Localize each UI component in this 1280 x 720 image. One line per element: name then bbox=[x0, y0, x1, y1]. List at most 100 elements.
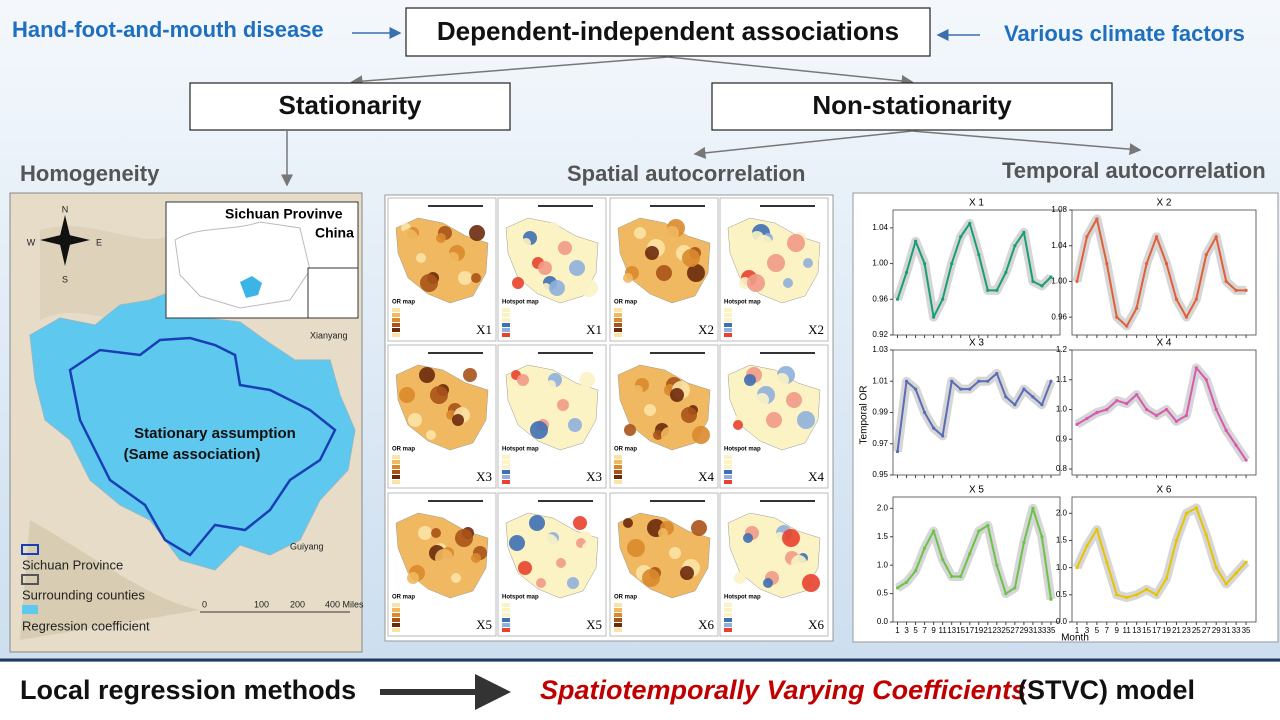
region-patch bbox=[682, 249, 700, 267]
legend-swatch bbox=[614, 603, 622, 607]
legend-swatch bbox=[21, 574, 39, 585]
spatial-maps: OR map X1 Hotspot map X1 OR map X2 Hotspot map… bbox=[387, 197, 829, 637]
region-patch bbox=[687, 264, 705, 282]
series-point bbox=[1224, 582, 1228, 586]
stationarity: Stationarity bbox=[278, 90, 422, 120]
city: Guiyang bbox=[290, 541, 324, 551]
region-patch bbox=[447, 252, 459, 264]
region-patch bbox=[407, 572, 419, 584]
series-line bbox=[1076, 217, 1247, 328]
map-title: OR map bbox=[392, 300, 415, 306]
y-tick-label: 1.04 bbox=[1051, 241, 1067, 250]
y-tick-label: 0.9 bbox=[1056, 434, 1068, 443]
legend-swatch bbox=[392, 475, 400, 479]
series-point bbox=[941, 557, 945, 562]
series-point bbox=[1214, 407, 1218, 412]
box-stationarity bbox=[189, 82, 511, 131]
region-patch bbox=[430, 386, 448, 404]
region-patch bbox=[521, 238, 531, 248]
region-patch bbox=[418, 526, 432, 540]
x-tick-label: 25 bbox=[1001, 626, 1010, 635]
region-patch bbox=[754, 552, 766, 564]
y-axis-label: Temporal OR bbox=[859, 386, 870, 445]
region-patch bbox=[426, 430, 436, 440]
series-point bbox=[1049, 597, 1053, 601]
x-tick-label: 23 bbox=[992, 626, 1001, 635]
region-patch bbox=[680, 566, 694, 580]
legend-swatch bbox=[724, 323, 732, 327]
region-patch bbox=[509, 535, 525, 551]
series-point bbox=[1085, 544, 1089, 548]
region-patch bbox=[541, 283, 551, 293]
region-patch bbox=[692, 426, 710, 444]
x-tick-label: 17 bbox=[965, 626, 974, 635]
legend-swatch bbox=[502, 465, 510, 469]
region-patch bbox=[526, 400, 536, 410]
inset-title: Sichuan Provinve bbox=[225, 206, 343, 222]
x-tick-label: 35 bbox=[1047, 626, 1056, 635]
legend-swatch bbox=[502, 608, 510, 612]
region-patch bbox=[787, 234, 805, 252]
inset-sub: China bbox=[315, 225, 354, 241]
plot-area bbox=[1071, 496, 1257, 623]
x-tick-label: 19 bbox=[1162, 626, 1171, 635]
y-tick-label: 1.00 bbox=[872, 259, 888, 268]
region-patch bbox=[665, 226, 679, 240]
panel-title: X 1 bbox=[969, 198, 984, 209]
y-tick-label: 1.5 bbox=[1056, 536, 1068, 545]
region-patch bbox=[435, 549, 453, 567]
series-line bbox=[896, 222, 1052, 319]
x-tick-label: 5 bbox=[913, 626, 918, 635]
series-point bbox=[1194, 366, 1198, 370]
series-point bbox=[968, 387, 972, 391]
x-tick-label: 21 bbox=[1172, 626, 1181, 635]
region-patch bbox=[747, 274, 765, 292]
legend-swatch bbox=[614, 465, 622, 469]
x-tick-label: 35 bbox=[1242, 626, 1251, 635]
region-patch bbox=[642, 569, 660, 587]
region-patch bbox=[627, 539, 645, 557]
region-patch bbox=[472, 394, 484, 406]
legend-swatch bbox=[724, 623, 732, 627]
series-point bbox=[1004, 395, 1008, 399]
region-patch bbox=[579, 372, 595, 388]
series-point bbox=[1164, 407, 1169, 412]
map-label: X5 bbox=[586, 617, 602, 632]
series-point bbox=[1022, 387, 1026, 391]
legend-swatch bbox=[614, 628, 622, 632]
legend-swatch bbox=[392, 333, 400, 337]
legend-swatch bbox=[392, 628, 400, 632]
footer-model: Spatiotemporally Varying Coefficients bbox=[540, 675, 1026, 705]
series-point bbox=[1164, 261, 1169, 266]
box-center bbox=[405, 7, 931, 57]
map-title: Hotspot map bbox=[724, 447, 761, 453]
legend-swatch bbox=[724, 308, 732, 312]
legend-swatch bbox=[392, 323, 400, 327]
center-title: Dependent-independent associations bbox=[437, 16, 899, 46]
region-patch bbox=[645, 246, 659, 260]
legend-swatch bbox=[614, 460, 622, 464]
legend-swatch bbox=[614, 308, 622, 312]
y-tick-label: 0.5 bbox=[1056, 590, 1068, 599]
region-patch bbox=[436, 233, 446, 243]
x-tick-label: 31 bbox=[1222, 626, 1231, 635]
region-patch bbox=[431, 528, 441, 538]
series-point bbox=[1174, 538, 1179, 543]
series-point bbox=[1115, 398, 1119, 403]
series-point bbox=[1125, 324, 1129, 328]
map-title: OR map bbox=[614, 300, 637, 306]
series-point bbox=[959, 574, 963, 579]
map-label: X4 bbox=[808, 469, 824, 484]
series-point bbox=[1075, 566, 1079, 570]
temporal-label: Temporal autocorrelation bbox=[1002, 158, 1266, 183]
series-point bbox=[1075, 422, 1079, 427]
y-tick-label: 1.0 bbox=[877, 560, 889, 569]
region-patch bbox=[791, 555, 807, 571]
map-title: OR map bbox=[392, 447, 415, 453]
x-tick-label: 7 bbox=[1105, 626, 1110, 635]
series-point bbox=[895, 297, 900, 301]
legend-swatch bbox=[724, 328, 732, 332]
legend-swatch bbox=[614, 475, 622, 479]
map-label: X6 bbox=[698, 617, 714, 632]
map-title: Hotspot map bbox=[724, 300, 761, 306]
